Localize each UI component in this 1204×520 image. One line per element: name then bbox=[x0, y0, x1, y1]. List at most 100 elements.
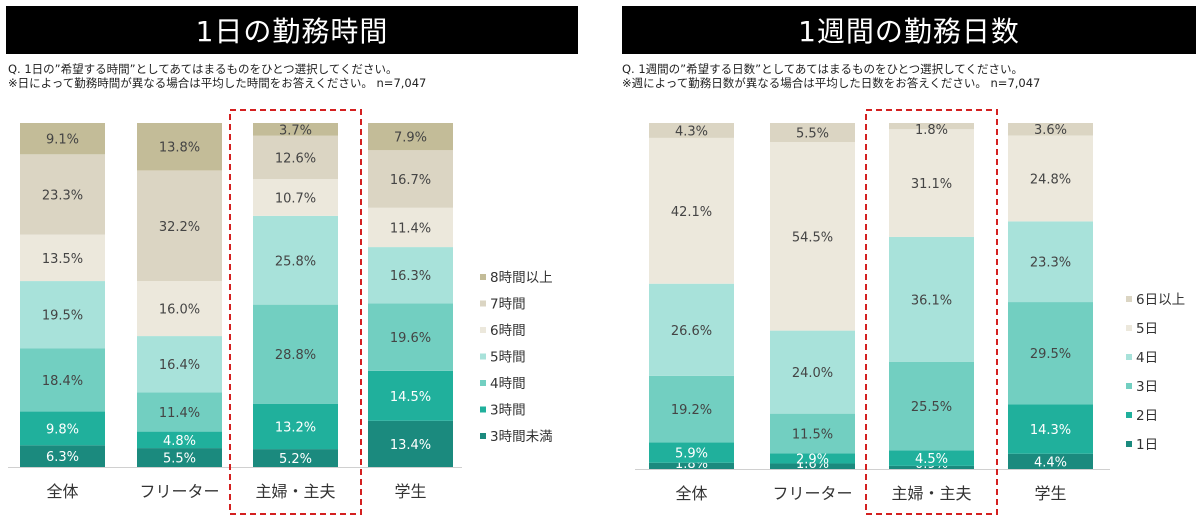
data-label: 19.2% bbox=[671, 403, 712, 418]
data-label: 3.7% bbox=[279, 123, 312, 138]
bar-segment bbox=[889, 129, 974, 237]
data-label: 32.2% bbox=[159, 220, 200, 235]
chart-1-title: 1日の勤務時間 bbox=[6, 6, 578, 54]
data-label: 10.7% bbox=[275, 191, 316, 206]
bar-segment bbox=[889, 450, 974, 466]
category-label: 学生 bbox=[1034, 484, 1066, 503]
legend-label: 6時間 bbox=[490, 323, 526, 339]
bar-segment bbox=[368, 123, 453, 151]
bar-segment bbox=[770, 413, 855, 454]
bar-segment bbox=[1008, 221, 1093, 303]
highlight-box bbox=[865, 109, 998, 515]
data-label: 28.8% bbox=[275, 348, 316, 363]
data-label: 4.4% bbox=[1034, 455, 1067, 470]
data-label: 16.7% bbox=[390, 173, 431, 188]
bar-segment bbox=[649, 123, 734, 138]
bar-segment bbox=[253, 403, 338, 450]
bar-segment bbox=[20, 411, 105, 446]
legend-label: 4日 bbox=[1136, 350, 1158, 366]
legend-swatch bbox=[480, 274, 486, 280]
bar-segment bbox=[770, 142, 855, 331]
legend-swatch bbox=[1126, 325, 1132, 331]
data-label: 14.3% bbox=[1030, 423, 1071, 438]
legend-label: 5日 bbox=[1136, 321, 1158, 337]
data-label: 13.5% bbox=[42, 252, 83, 267]
legend-label: 3日 bbox=[1136, 379, 1158, 395]
bar-segment bbox=[770, 463, 855, 469]
data-label: 11.4% bbox=[159, 406, 200, 421]
bar-segment bbox=[368, 150, 453, 208]
bar-segment bbox=[889, 361, 974, 451]
bar-segment bbox=[137, 123, 222, 171]
data-label: 5.5% bbox=[796, 127, 829, 142]
chart-1-question: Q. 1日の”希望する時間”としてあてはまるものをひとつ選択してください。 bbox=[8, 62, 398, 76]
data-label: 14.5% bbox=[390, 390, 431, 405]
bar-segment bbox=[137, 431, 222, 449]
data-label: 3.6% bbox=[1034, 123, 1067, 138]
bar-segment bbox=[368, 420, 453, 467]
data-label: 24.0% bbox=[792, 366, 833, 381]
legend-label: 6日以上 bbox=[1136, 292, 1185, 308]
data-label: 26.6% bbox=[671, 324, 712, 339]
data-label: 25.5% bbox=[911, 400, 952, 415]
bar-segment bbox=[770, 453, 855, 464]
legend-swatch bbox=[480, 433, 486, 439]
data-label: 16.3% bbox=[390, 269, 431, 284]
bar-segment bbox=[137, 448, 222, 467]
bar-segment bbox=[368, 207, 453, 248]
bar-segment bbox=[1008, 123, 1093, 136]
bar-segment bbox=[889, 123, 974, 130]
bar-segment bbox=[649, 442, 734, 463]
category-label: フリーター bbox=[139, 482, 219, 501]
bar-segment bbox=[1008, 453, 1093, 469]
chart-2-title: 1週間の勤務日数 bbox=[622, 6, 1196, 54]
category-label: 全体 bbox=[675, 484, 707, 503]
bar-segment bbox=[137, 170, 222, 282]
legend-label: 3時間 bbox=[490, 403, 526, 419]
bar-segment bbox=[253, 449, 338, 467]
legend-swatch bbox=[480, 406, 486, 413]
bar-segment bbox=[649, 283, 734, 376]
legend-swatch bbox=[1126, 354, 1132, 360]
legend-swatch bbox=[480, 380, 486, 386]
data-label: 4.8% bbox=[163, 434, 196, 449]
legend-swatch bbox=[1126, 383, 1132, 389]
data-label: 23.3% bbox=[42, 188, 83, 203]
legend-swatch bbox=[480, 327, 486, 333]
highlight-box bbox=[229, 109, 362, 515]
chart-2-note: ※週によって勤務日数が異なる場合は平均した日数をお答えください。 n=7,047 bbox=[622, 76, 1041, 90]
category-label: 全体 bbox=[46, 482, 78, 501]
data-label: 36.1% bbox=[911, 293, 952, 308]
bar-segment bbox=[253, 304, 338, 404]
bar-segment bbox=[253, 215, 338, 305]
legend-label: 7時間 bbox=[490, 297, 526, 313]
bar-segment bbox=[649, 137, 734, 284]
data-label: 1.8% bbox=[915, 123, 948, 138]
bar-segment bbox=[137, 336, 222, 393]
bar-segment bbox=[770, 123, 855, 143]
data-label: 11.4% bbox=[390, 221, 431, 236]
data-label: 25.8% bbox=[275, 254, 316, 269]
data-label: 19.6% bbox=[390, 331, 431, 346]
data-label: 23.3% bbox=[1030, 256, 1071, 271]
bar-segment bbox=[1008, 404, 1093, 454]
data-label: 24.8% bbox=[1030, 172, 1071, 187]
data-label: 12.6% bbox=[275, 151, 316, 166]
legend-label: 4時間 bbox=[490, 376, 526, 392]
data-label: 13.4% bbox=[390, 438, 431, 453]
chart-2-question: Q. 1週間の”希望する日数”としてあてはまるものをひとつ選択してください。 bbox=[622, 62, 1023, 76]
data-label: 16.0% bbox=[159, 303, 200, 318]
bar-segment bbox=[889, 465, 974, 469]
bar-segment bbox=[649, 375, 734, 443]
legend-swatch bbox=[1126, 296, 1132, 302]
legend-swatch bbox=[480, 353, 486, 360]
bar-segment bbox=[253, 179, 338, 216]
legend-swatch bbox=[1126, 441, 1132, 447]
bar-segment bbox=[253, 135, 338, 180]
category-label: 学生 bbox=[394, 482, 426, 501]
data-label: 7.9% bbox=[394, 131, 427, 146]
bar-segment bbox=[253, 123, 338, 136]
data-label: 9.8% bbox=[46, 422, 79, 437]
bar-segment bbox=[20, 154, 105, 235]
